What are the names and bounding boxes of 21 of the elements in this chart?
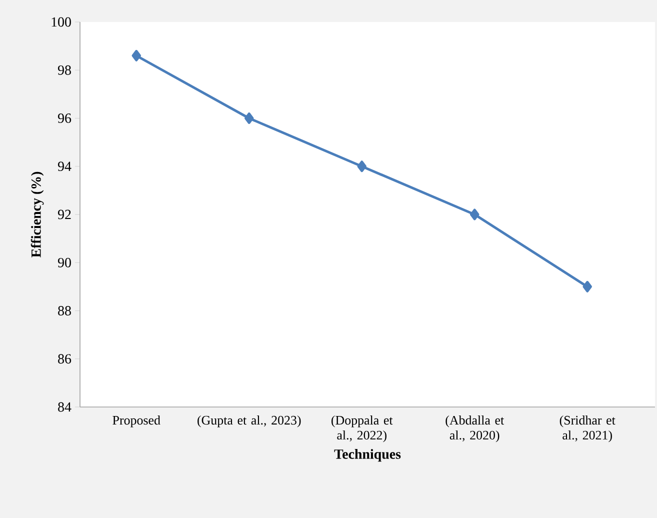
y-axis-title: Efficiency (%) <box>30 172 44 258</box>
x-axis-title: Techniques <box>334 449 401 462</box>
y-tick-label: 92 <box>58 210 71 220</box>
x-tick-label: (Abdalla et al., 2020) <box>446 416 504 442</box>
y-tick-label: 100 <box>52 17 71 27</box>
point <box>357 160 366 172</box>
y-tick-label: 88 <box>58 306 71 316</box>
point <box>132 50 142 62</box>
point <box>244 112 254 124</box>
y-tick-label: 86 <box>58 354 72 364</box>
y-tick-label: 98 <box>58 65 71 75</box>
x-tick-label: Proposed <box>112 416 160 428</box>
y-tick-label: 94 <box>58 162 72 172</box>
y-tick-label: 84 <box>58 402 72 412</box>
x-tick-label: (Gupta et al., 2023) <box>198 416 301 428</box>
x-tick-label: (Sridhar et al., 2021) <box>560 416 616 442</box>
y-tick-label: 90 <box>58 258 71 268</box>
y-tick-label: 96 <box>58 114 72 123</box>
point <box>582 280 592 292</box>
point <box>470 208 480 220</box>
x-tick-label: (Doppala et al., 2022) <box>332 416 393 442</box>
